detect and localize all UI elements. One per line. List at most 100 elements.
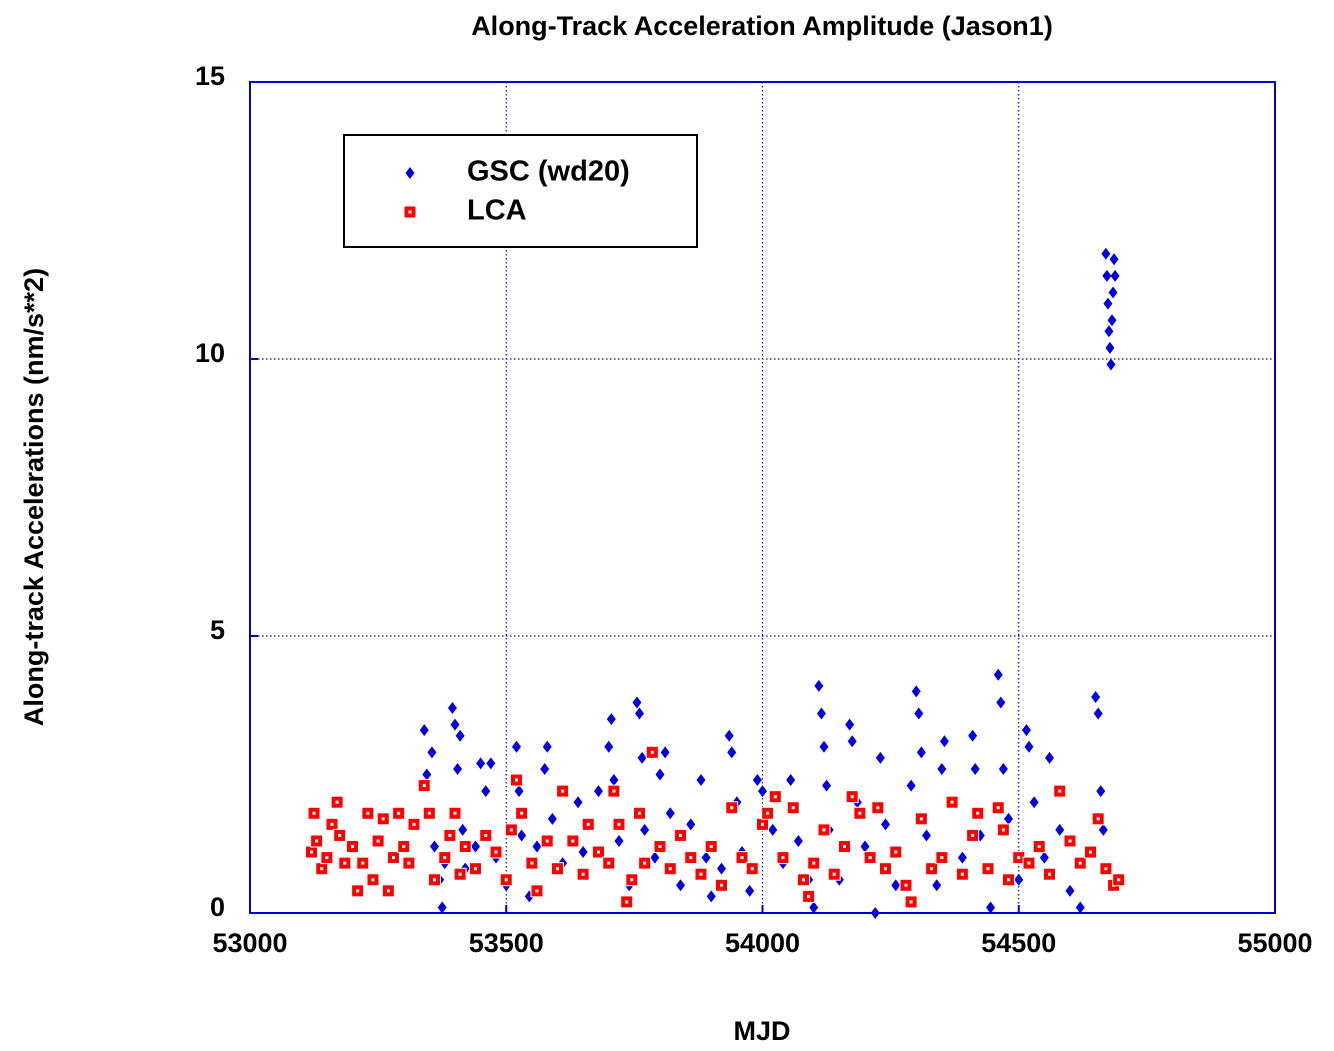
point-center [807, 894, 811, 898]
point-center [940, 856, 944, 860]
point [1109, 253, 1119, 266]
point-center [1001, 828, 1005, 832]
point-center [832, 872, 836, 876]
point [745, 884, 755, 897]
point [637, 751, 647, 764]
point-center [366, 811, 370, 815]
legend-marker [405, 167, 415, 179]
point [891, 879, 901, 892]
y-axis-label: Along-track Accelerations (nm/s**2) [19, 268, 49, 726]
point [1021, 724, 1031, 737]
point [422, 768, 432, 781]
point-center [561, 789, 565, 793]
point-center [1078, 861, 1082, 865]
point [655, 768, 665, 781]
point [640, 823, 650, 836]
point-center [571, 839, 575, 843]
point [1098, 823, 1108, 836]
point [939, 735, 949, 748]
point-center [884, 867, 887, 871]
point-center [386, 889, 390, 893]
point-center [720, 883, 723, 887]
point-center [1089, 850, 1092, 854]
point [660, 746, 670, 759]
point [665, 807, 675, 820]
point-center [443, 856, 447, 860]
point-center [986, 867, 990, 871]
point-center [643, 861, 647, 865]
point-center [448, 833, 452, 837]
point [1029, 796, 1039, 809]
point [447, 702, 457, 715]
point [996, 696, 1006, 709]
point [706, 890, 716, 903]
point [993, 668, 1003, 681]
point [1102, 269, 1112, 282]
point-center [530, 861, 534, 865]
point-center [773, 795, 777, 799]
point [860, 840, 870, 853]
point [786, 774, 796, 787]
point-center [709, 845, 713, 849]
point-center [484, 833, 488, 837]
point-center [996, 806, 1000, 810]
point-center [330, 822, 334, 826]
point-center [750, 867, 754, 871]
point [1039, 851, 1049, 864]
point [970, 762, 980, 775]
point-center [320, 867, 324, 871]
point [486, 757, 496, 770]
point [1104, 325, 1114, 338]
point-center [679, 833, 682, 837]
point [1014, 873, 1024, 886]
point-center [740, 856, 744, 860]
point-center [617, 822, 621, 826]
point-center [843, 845, 846, 849]
point [1110, 269, 1120, 282]
point-center [930, 867, 934, 871]
chart-title: Along-Track Acceleration Amplitude (Jaso… [471, 11, 1053, 41]
point-center [638, 811, 641, 815]
point-center [412, 822, 416, 826]
point [686, 818, 696, 831]
point [614, 834, 624, 847]
point [476, 757, 486, 770]
point [532, 840, 542, 853]
point-center [1017, 856, 1021, 860]
point-center [730, 806, 734, 810]
point [606, 713, 616, 726]
point-center [586, 822, 590, 826]
point [758, 785, 767, 798]
point-center [545, 839, 549, 843]
point-center [581, 872, 585, 876]
y-tick-label: 5 [210, 615, 225, 645]
point [650, 851, 660, 864]
x-tick-label: 54500 [981, 928, 1056, 958]
point [847, 735, 857, 748]
point-center [868, 856, 872, 860]
point-center [343, 861, 347, 865]
point [547, 812, 557, 825]
point-center [625, 900, 629, 904]
point [1075, 901, 1085, 914]
point-center [474, 867, 477, 871]
point [717, 862, 726, 875]
point-center [1096, 817, 1100, 821]
point-center [312, 811, 316, 815]
point [573, 796, 583, 809]
y-tick-label: 15 [195, 61, 225, 91]
point [427, 746, 437, 759]
point-center [909, 900, 913, 904]
point [632, 696, 642, 709]
point-center [509, 828, 513, 832]
point [922, 829, 931, 842]
point-center [630, 878, 634, 882]
point-center [950, 800, 954, 804]
point [916, 746, 926, 759]
point-center [766, 811, 770, 815]
point [540, 762, 550, 775]
point-center [791, 806, 795, 810]
point [455, 729, 465, 742]
point-center [397, 811, 401, 815]
